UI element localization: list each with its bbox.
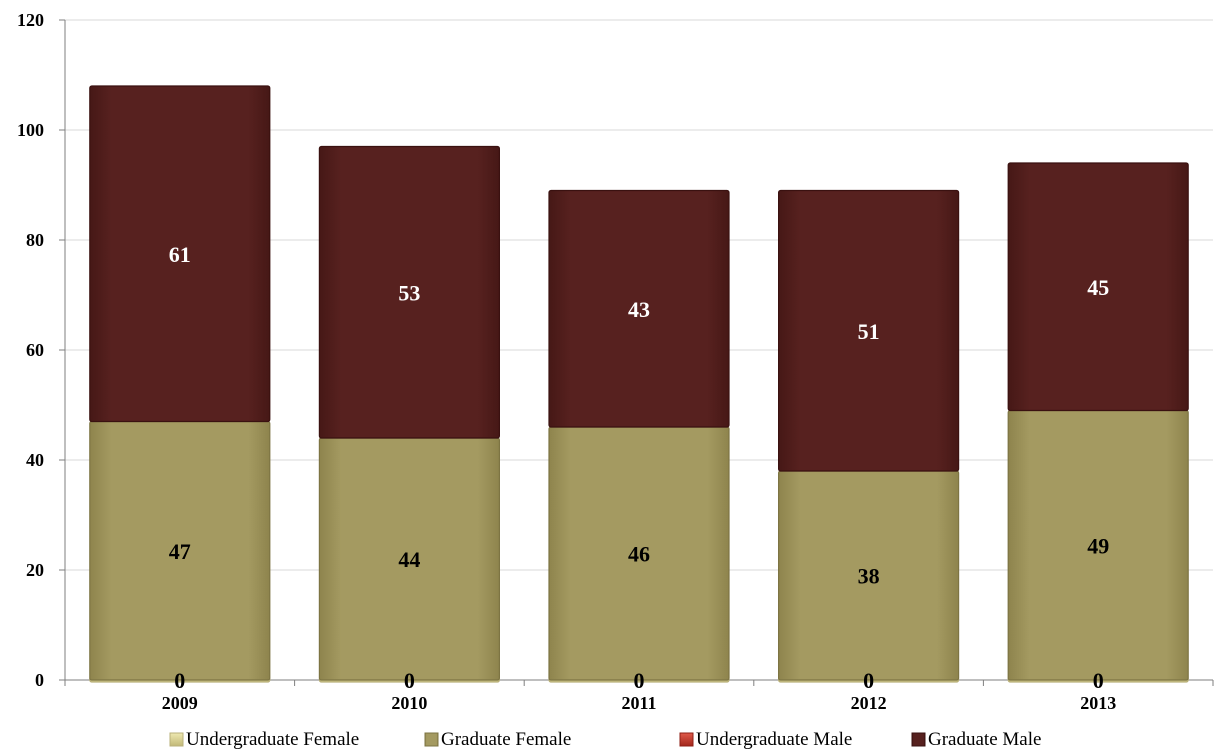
data-labels: 0 47 61 0 44 53 0 46 43 0 38 51 0 49 45: [169, 242, 1109, 693]
data-label: 47: [169, 539, 191, 564]
data-label: 44: [398, 547, 420, 572]
legend: Undergraduate Female Graduate Female Under…: [169, 729, 1041, 750]
legend-item: Undergraduate Male: [679, 729, 852, 750]
data-label: 51: [858, 319, 880, 344]
data-label: 0: [174, 668, 185, 693]
bar-graduate-male: [1007, 162, 1189, 412]
data-label: 0: [863, 668, 874, 693]
y-tick-label: 80: [26, 230, 44, 250]
y-tick-label: 40: [26, 450, 44, 470]
data-label: 38: [858, 564, 880, 589]
y-tick-label: 20: [26, 560, 44, 580]
y-tick-label: 120: [17, 10, 44, 30]
legend-swatch: [424, 732, 439, 747]
legend-swatch: [679, 732, 694, 747]
bar-graduate-male: [89, 85, 271, 423]
bar-graduate-male: [548, 189, 730, 428]
bar-graduate-male: [318, 145, 500, 439]
y-tick-label: 60: [26, 340, 44, 360]
data-label: 46: [628, 542, 650, 567]
legend-label: Undergraduate Female: [186, 729, 359, 750]
x-tick-label: 2010: [391, 693, 427, 713]
bars: [89, 85, 1189, 683]
data-label: 43: [628, 297, 650, 322]
legend-item: Undergraduate Female: [169, 729, 359, 750]
legend-swatch: [911, 732, 926, 747]
data-label: 0: [1093, 668, 1104, 693]
data-label: 45: [1087, 275, 1109, 300]
legend-swatch: [169, 732, 184, 747]
data-label: 53: [398, 280, 420, 305]
legend-label: Undergraduate Male: [696, 729, 852, 750]
x-tick-label: 2012: [851, 693, 887, 713]
legend-item: Graduate Female: [424, 729, 571, 750]
legend-item: Graduate Male: [911, 729, 1041, 750]
x-tick-label: 2009: [162, 693, 198, 713]
x-tick-label: 2011: [621, 693, 656, 713]
legend-label: Graduate Female: [441, 729, 571, 750]
legend-label: Graduate Male: [928, 729, 1041, 750]
x-tick-label: 2013: [1080, 693, 1116, 713]
data-label: 0: [404, 668, 415, 693]
y-tick-label: 0: [35, 670, 44, 690]
data-label: 61: [169, 242, 191, 267]
y-tick-label: 100: [17, 120, 44, 140]
data-label: 49: [1087, 533, 1109, 558]
bar-graduate-male: [777, 189, 960, 472]
data-label: 0: [634, 668, 645, 693]
